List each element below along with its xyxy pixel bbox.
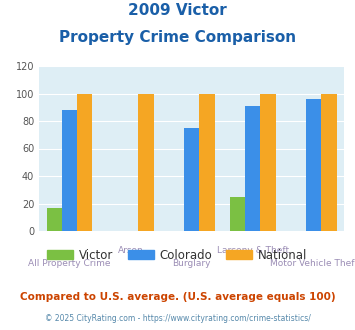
- Text: 2009 Victor: 2009 Victor: [128, 3, 227, 18]
- Bar: [322, 93, 337, 231]
- Text: Arson: Arson: [118, 246, 143, 255]
- Text: Motor Vehicle Theft: Motor Vehicle Theft: [270, 259, 355, 268]
- Bar: [47, 208, 62, 231]
- Text: Burglary: Burglary: [173, 259, 211, 268]
- Bar: [306, 99, 322, 231]
- Bar: [62, 110, 77, 231]
- Text: Property Crime Comparison: Property Crime Comparison: [59, 30, 296, 45]
- Bar: [184, 128, 200, 231]
- Bar: [200, 93, 214, 231]
- Text: Larceny & Theft: Larceny & Theft: [217, 246, 289, 255]
- Text: © 2025 CityRating.com - https://www.cityrating.com/crime-statistics/: © 2025 CityRating.com - https://www.city…: [45, 314, 310, 323]
- Bar: [138, 93, 153, 231]
- Text: Compared to U.S. average. (U.S. average equals 100): Compared to U.S. average. (U.S. average …: [20, 292, 335, 302]
- Bar: [261, 93, 275, 231]
- Bar: [77, 93, 92, 231]
- Legend: Victor, Colorado, National: Victor, Colorado, National: [43, 244, 312, 266]
- Bar: [230, 197, 245, 231]
- Text: All Property Crime: All Property Crime: [28, 259, 111, 268]
- Bar: [245, 106, 261, 231]
